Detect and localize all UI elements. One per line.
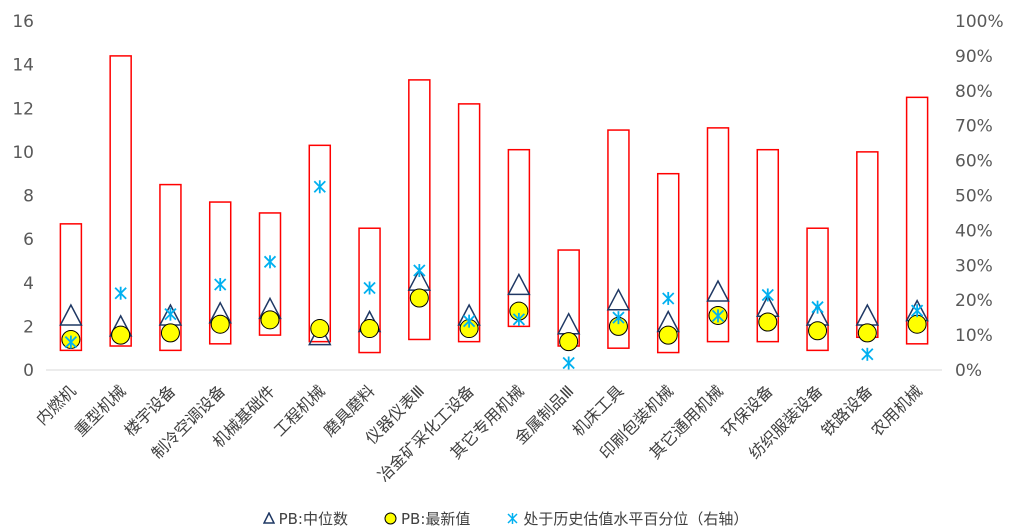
y-right-tick-label: 10% — [955, 326, 993, 346]
y-left-tick-label: 16 — [12, 12, 34, 32]
median-marker — [706, 279, 730, 302]
y-left-tick-label: 2 — [23, 317, 34, 337]
circle-icon — [384, 512, 397, 524]
median-marker — [507, 272, 531, 296]
triangle-icon — [262, 512, 275, 524]
y-left-tick-label: 0 — [23, 361, 34, 381]
range-bar — [856, 151, 879, 339]
y-right-tick-label: 50% — [955, 187, 993, 207]
percentile-marker — [512, 312, 526, 326]
latest-marker — [210, 314, 230, 334]
latest-marker — [360, 319, 380, 339]
range-bar — [806, 227, 829, 352]
y-right-tick-label: 90% — [955, 47, 993, 67]
latest-marker — [857, 323, 877, 343]
range-bar — [507, 148, 531, 328]
percentile-marker — [711, 309, 725, 323]
category-label: 铁路设备 — [817, 381, 876, 440]
asterisk-icon — [507, 512, 518, 524]
percentile-marker — [761, 288, 774, 302]
range-bar — [358, 227, 381, 354]
range-bar — [208, 201, 232, 345]
percentile-marker — [413, 264, 426, 278]
percentile-marker — [363, 281, 376, 295]
category-label: 农用机械 — [867, 381, 926, 440]
range-bar — [109, 55, 132, 347]
y-left-tick-label: 14 — [12, 56, 34, 76]
y-right-tick-label: 80% — [955, 82, 993, 102]
y-right-tick-label: 30% — [955, 256, 993, 276]
category-label: 重型机械 — [71, 381, 130, 440]
latest-marker — [907, 314, 927, 334]
range-bar — [706, 127, 730, 343]
percentile-marker — [662, 291, 675, 305]
markers-layer — [59, 180, 929, 370]
category-label: 工程机械 — [270, 381, 329, 440]
percentile-marker — [910, 304, 924, 318]
range-bar — [607, 129, 630, 349]
range-bar — [59, 223, 83, 352]
range-bar — [557, 249, 580, 347]
y-right-tick-label: 100% — [955, 12, 1004, 32]
y-right-tick-label: 60% — [955, 152, 993, 172]
median-marker — [855, 303, 880, 326]
latest-marker — [111, 325, 131, 345]
percentile-marker — [562, 356, 575, 370]
y-right-tick-label: 40% — [955, 221, 993, 241]
range-bar — [258, 212, 282, 336]
percentile-marker — [164, 307, 177, 321]
range-bars-layer — [59, 55, 929, 354]
percentile-marker — [612, 311, 625, 325]
legend-item-latest: PB:最新值 — [384, 508, 470, 529]
legend-label-latest: PB:最新值 — [400, 509, 471, 528]
percentile-marker — [64, 335, 78, 349]
latest-marker — [310, 319, 330, 339]
range-bar — [756, 148, 780, 343]
median-marker — [606, 288, 631, 311]
percentile-marker — [861, 347, 874, 361]
category-label: 内燃机 — [32, 381, 79, 428]
percentile-marker — [462, 314, 476, 328]
percentile-marker — [214, 277, 227, 291]
median-marker — [59, 303, 83, 326]
legend-label-percentile: 处于历史估值水平百分位（右轴） — [523, 509, 749, 528]
percentile-marker — [114, 286, 127, 300]
range-bar — [656, 172, 680, 354]
percentile-marker — [263, 255, 277, 269]
range-bar — [457, 103, 481, 343]
median-marker — [556, 312, 581, 335]
y-right-tick-label: 70% — [955, 117, 993, 137]
latest-marker — [160, 323, 180, 343]
range-bar — [159, 183, 182, 352]
y-left-tick-label: 8 — [23, 187, 34, 207]
range-bar — [308, 144, 332, 343]
y-left-tick-label: 10 — [12, 143, 34, 163]
latest-marker — [758, 312, 778, 332]
latest-marker — [260, 310, 280, 330]
y-left-tick-label: 4 — [23, 274, 34, 294]
legend-item-percentile: 处于历史估值水平百分位（右轴） — [506, 508, 748, 529]
y-right-tick-label: 0% — [955, 361, 982, 381]
latest-marker — [808, 321, 828, 341]
range-bar — [408, 79, 431, 341]
range-bar — [905, 96, 929, 345]
y-left-tick-label: 12 — [12, 99, 34, 119]
y-left-tick-label: 6 — [23, 230, 34, 250]
latest-marker — [559, 332, 579, 352]
latest-marker — [658, 325, 678, 345]
legend: PB:中位数 PB:最新值 处于历史估值水平百分位（右轴） — [0, 508, 1011, 528]
legend-label-median: PB:中位数 — [278, 509, 348, 528]
percentile-marker — [313, 180, 326, 194]
percentile-marker — [811, 300, 824, 314]
y-right-tick-label: 20% — [955, 291, 993, 311]
latest-marker — [409, 288, 429, 308]
legend-item-median: PB:中位数 — [262, 508, 348, 529]
